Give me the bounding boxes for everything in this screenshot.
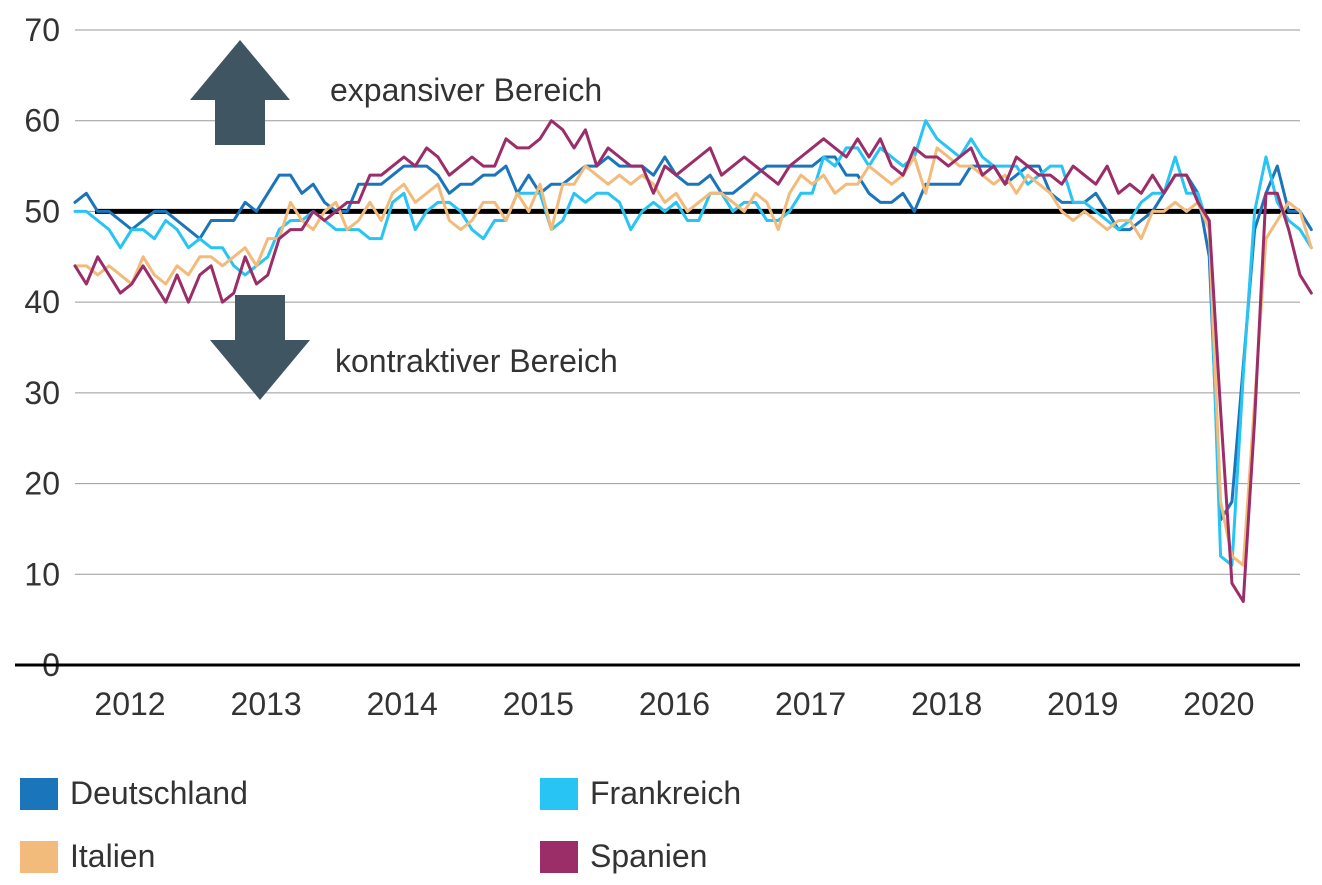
annotation-contractive: kontraktiver Bereich — [335, 343, 618, 380]
x-tick-label: 2014 — [367, 686, 438, 722]
legend-swatch — [540, 778, 578, 810]
y-tick-label: 40 — [24, 284, 60, 320]
x-tick-label: 2018 — [911, 686, 982, 722]
legend-swatch — [20, 841, 58, 873]
y-tick-label: 10 — [24, 556, 60, 592]
annotation-expansive: expansiver Bereich — [330, 72, 602, 109]
legend-label: Spanien — [590, 838, 707, 875]
arrow-down-icon — [210, 295, 310, 400]
x-tick-label: 2019 — [1047, 686, 1118, 722]
legend-label: Deutschland — [70, 775, 248, 812]
legend-swatch — [540, 841, 578, 873]
y-tick-label: 30 — [24, 375, 60, 411]
x-tick-label: 2016 — [639, 686, 710, 722]
y-tick-label: 50 — [24, 193, 60, 229]
legend-item-deutschland: Deutschland — [20, 775, 248, 812]
y-tick-label: 60 — [24, 103, 60, 139]
legend-swatch — [20, 778, 58, 810]
x-tick-label: 2012 — [94, 686, 165, 722]
legend-label: Frankreich — [590, 775, 741, 812]
x-tick-label: 2017 — [775, 686, 846, 722]
x-tick-label: 2020 — [1183, 686, 1254, 722]
x-tick-label: 2015 — [503, 686, 574, 722]
arrow-up-icon — [190, 40, 290, 145]
x-tick-label: 2013 — [231, 686, 302, 722]
legend-item-spanien: Spanien — [540, 838, 707, 875]
y-tick-label: 70 — [24, 12, 60, 48]
pmi-line-chart: 0102030405060702012201320142015201620172… — [0, 0, 1322, 885]
legend-item-italien: Italien — [20, 838, 155, 875]
y-tick-label: 20 — [24, 466, 60, 502]
legend-item-frankreich: Frankreich — [540, 775, 741, 812]
legend-label: Italien — [70, 838, 155, 875]
